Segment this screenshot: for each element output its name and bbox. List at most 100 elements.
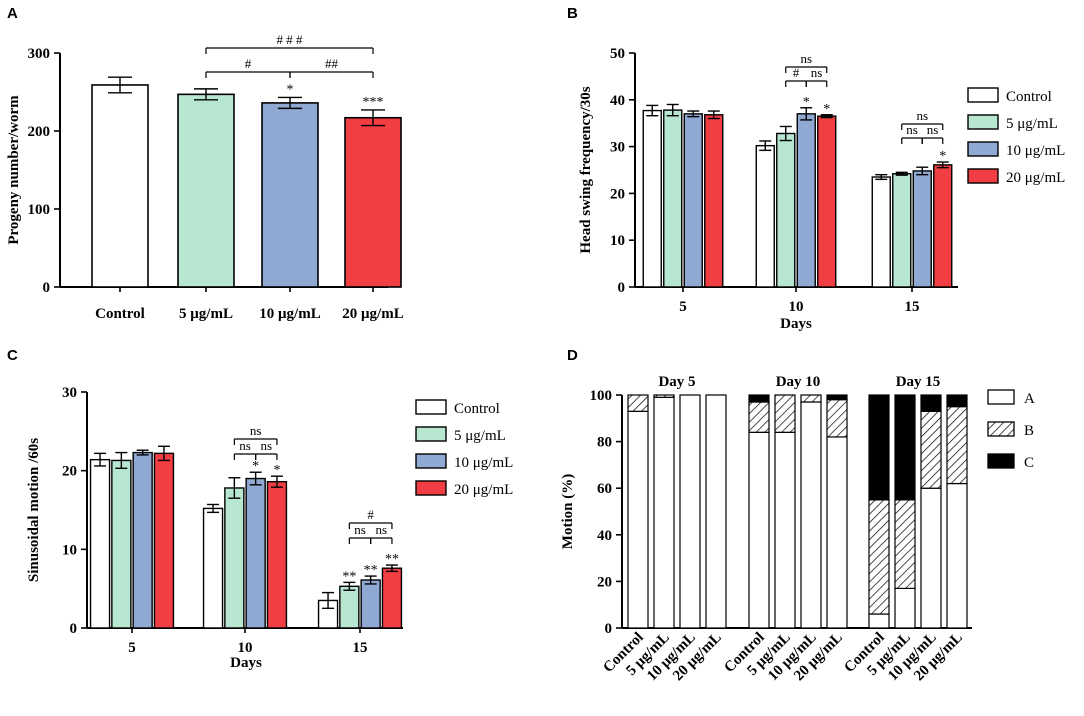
panel-d-bar-segment-a bbox=[800, 401, 822, 629]
significance-star: * bbox=[823, 102, 830, 117]
x-tick-label: 15 bbox=[905, 299, 920, 315]
significance-bracket-label: ns bbox=[800, 51, 812, 66]
panel-a.0-y-tick-label: 200 bbox=[28, 124, 51, 140]
panel-d-bar-segment-a bbox=[920, 487, 942, 629]
bar-20-g-ml bbox=[381, 567, 403, 629]
panel-label-a: A bbox=[7, 5, 18, 22]
panel-a-x-tick-label: 5 μg/mL bbox=[179, 306, 233, 322]
panel-d-bar-segment-c bbox=[826, 394, 848, 401]
panel-d.3-y-tick-label: 80 bbox=[597, 435, 612, 451]
panel-d-bar-segment-a bbox=[826, 436, 848, 629]
panel-d-bar-segment-c bbox=[946, 394, 968, 408]
panel-d-group-title: Day 10 bbox=[776, 374, 821, 390]
significance-bracket-label: ns bbox=[354, 522, 366, 537]
panel-label-d: D bbox=[567, 347, 578, 364]
panel-a-x-tick-label: Control bbox=[95, 306, 145, 322]
significance-bracket-label: # bbox=[367, 507, 374, 522]
panel-a-y-title: Progeny number/worm bbox=[6, 95, 22, 245]
significance-bracket-label: ns bbox=[906, 122, 918, 137]
legend-swatch bbox=[415, 426, 447, 442]
bar-10-g-ml bbox=[360, 579, 381, 629]
panel-b.1-y-tick-label: 50 bbox=[610, 46, 625, 62]
x-axis-title: Days bbox=[230, 655, 262, 671]
panel-d-bar-segment-b bbox=[800, 394, 822, 403]
panel-d.3-y-tick-label: 40 bbox=[597, 528, 612, 544]
bar-5-g-ml bbox=[776, 132, 796, 288]
x-tick-label: 15 bbox=[353, 640, 368, 656]
panel-a-bar bbox=[344, 116, 402, 288]
significance-star: * bbox=[273, 463, 280, 478]
significance-bracket-label: # bbox=[793, 65, 800, 80]
bar-5-g-ml bbox=[111, 459, 132, 629]
significance-bracket-label: ns bbox=[376, 522, 388, 537]
legend-label: 20 μg/mL bbox=[454, 482, 513, 498]
x-axis-title: Days bbox=[780, 316, 812, 332]
panel-d-bar-segment-a bbox=[705, 394, 727, 629]
panel-a-bracket-label: # # # bbox=[277, 32, 304, 47]
panel-a-bracket-label: # bbox=[245, 56, 252, 71]
legend-label: B bbox=[1024, 423, 1034, 439]
panel-d-bar-segment-b bbox=[826, 399, 848, 438]
significance-bracket-label: ns bbox=[811, 65, 823, 80]
bar-10-g-ml bbox=[245, 477, 266, 629]
panel-a.0-y-tick-label: 100 bbox=[28, 202, 51, 218]
legend-swatch bbox=[987, 389, 1015, 405]
panel-d-bar-segment-a bbox=[868, 613, 890, 629]
panel-d.3-y-tick-label: 100 bbox=[590, 388, 613, 404]
bar-20-g-ml bbox=[933, 164, 953, 288]
panel-d.3-y-tick-label: 20 bbox=[597, 574, 612, 590]
panel-label-c: C bbox=[7, 347, 18, 364]
panel-d-group-title: Day 15 bbox=[896, 374, 941, 390]
legend-label: 10 μg/mL bbox=[1006, 143, 1065, 159]
panel-a: A 0 100 200 300 Progeny number/worm Control 5 μ… bbox=[6, 5, 404, 322]
panel-d.3-y-tick-label: 60 bbox=[597, 481, 612, 497]
bar-10-g-ml bbox=[912, 170, 932, 288]
bar-5-g-ml bbox=[663, 109, 683, 288]
panel-a-bar bbox=[177, 93, 235, 288]
panel-a.0-y-tick-label: 300 bbox=[28, 46, 51, 62]
legend-swatch bbox=[967, 87, 999, 103]
significance-bracket-label: ns bbox=[261, 438, 273, 453]
panel-a-x-tick-label: 20 μg/mL bbox=[342, 306, 403, 322]
panel-c.2-y-tick-label: 30 bbox=[62, 385, 77, 401]
panel-b.1-y-tick-label: 0 bbox=[618, 280, 626, 296]
legend-label: A bbox=[1024, 391, 1035, 407]
panel-a-significance-star: *** bbox=[363, 95, 384, 110]
bar-20-g-ml bbox=[153, 452, 175, 629]
significance-star: * bbox=[252, 459, 259, 474]
x-tick-label: 5 bbox=[679, 299, 687, 315]
panel-d.3-y-tick-label: 0 bbox=[605, 621, 613, 637]
significance-star: ** bbox=[342, 569, 356, 584]
panel-b.1-y-tick-label: 20 bbox=[610, 186, 625, 202]
legend-swatch bbox=[987, 421, 1015, 437]
legend-swatch bbox=[967, 168, 999, 184]
bar-5-g-ml bbox=[339, 585, 360, 629]
x-tick-label: 5 bbox=[128, 640, 136, 656]
significance-star: * bbox=[939, 149, 946, 164]
legend-label: Control bbox=[1006, 89, 1052, 105]
legend-label: Control bbox=[454, 401, 500, 417]
panel-d-bar-segment-b bbox=[946, 406, 968, 485]
panel-a-bracket-label: ## bbox=[325, 56, 339, 71]
panel-d-bar-segment-b bbox=[920, 410, 942, 489]
bar-20-g-ml bbox=[704, 114, 724, 288]
legend-label: C bbox=[1024, 455, 1034, 471]
bar-control bbox=[871, 176, 891, 288]
panel-a-significance-star: * bbox=[287, 82, 294, 97]
bar-control bbox=[642, 109, 662, 288]
panel-a-x-tick-label: 10 μg/mL bbox=[259, 306, 320, 322]
bar-5-g-ml bbox=[224, 487, 245, 629]
bar-5-g-ml bbox=[892, 173, 912, 288]
panel-d-bar-segment-b bbox=[774, 394, 796, 433]
panel-b: B 0 10 20 30 40 50 Head swing frequency/30s 5 10 *… bbox=[567, 5, 1065, 332]
significance-bracket-label: ns bbox=[239, 438, 251, 453]
panel-d-bar-segment-a bbox=[748, 431, 770, 629]
panel-c.2-y-tick-label: 0 bbox=[70, 621, 78, 637]
bar-10-g-ml bbox=[683, 113, 703, 288]
bar-10-g-ml bbox=[796, 113, 816, 288]
panel-d-bar-segment-c bbox=[894, 394, 916, 501]
bar-10-g-ml bbox=[132, 451, 153, 629]
legend-label: 5 μg/mL bbox=[454, 428, 506, 444]
